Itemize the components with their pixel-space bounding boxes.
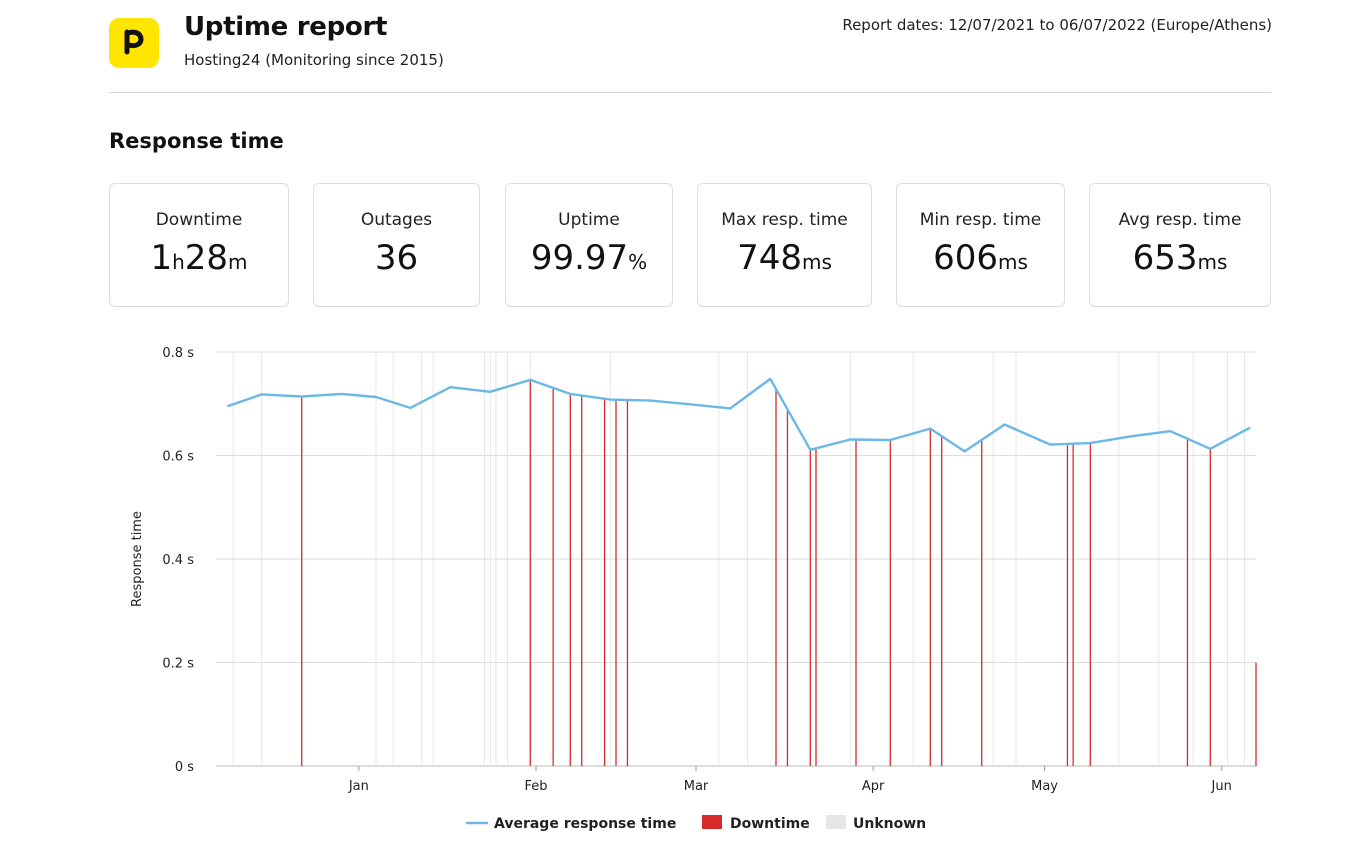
stat-number: 36 <box>374 238 419 278</box>
stat-card-uptime: Uptime 99.97% <box>505 183 673 307</box>
y-axis-label: Response time <box>130 511 145 607</box>
stat-label: Outages <box>360 210 433 230</box>
y-tick-label: 0 s <box>175 760 194 775</box>
stat-card-outages: Outages 36 <box>313 183 480 307</box>
x-tick-label: Feb <box>524 779 547 794</box>
stat-label: Max resp. time <box>721 210 848 230</box>
stat-value: 1h28m <box>110 238 288 282</box>
response-time-chart: 0 s 0.2 s 0.4 s 0.6 s 0.8 s Response time Jan F… <box>130 346 1257 832</box>
y-tick-label: 0.8 s <box>162 346 194 361</box>
stat-label: Uptime <box>558 210 620 230</box>
y-tick-label: 0.4 s <box>162 553 194 568</box>
stat-number: 99.97 <box>530 238 629 278</box>
stat-unit: ms <box>802 250 832 274</box>
stat-number: 28 <box>184 238 229 278</box>
stat-value: 606ms <box>897 238 1064 282</box>
stat-card-avg-resp: Avg resp. time 653ms <box>1089 183 1271 307</box>
stat-number: 748 <box>737 238 802 278</box>
stat-number: 653 <box>1132 238 1198 278</box>
stat-value: 748ms <box>698 238 871 282</box>
stat-unit: m <box>228 250 248 274</box>
page-subtitle: Hosting24 (Monitoring since 2015) <box>184 51 444 69</box>
stat-card-max-resp: Max resp. time 748ms <box>697 183 872 307</box>
stat-unit: ms <box>998 250 1028 274</box>
stat-unit: % <box>628 250 648 274</box>
x-tick-label: Mar <box>684 779 709 794</box>
report-dates: Report dates: 12/07/2021 to 06/07/2022 (… <box>842 16 1272 34</box>
section-title: Response time <box>109 129 284 153</box>
stat-unit: ms <box>1197 250 1228 274</box>
stat-unit: h <box>172 250 185 274</box>
x-tick-label: May <box>1031 779 1058 794</box>
legend-label: Downtime <box>730 816 810 832</box>
stat-value: 653ms <box>1090 238 1270 282</box>
stat-label: Downtime <box>155 210 243 230</box>
y-tick-label: 0.2 s <box>162 657 194 672</box>
x-tick-label: Jan <box>348 779 369 794</box>
stat-number: 1 <box>150 238 173 278</box>
stat-number: 606 <box>933 238 998 278</box>
pingdom-logo-icon <box>124 29 144 55</box>
legend-label: Unknown <box>853 816 926 832</box>
stat-label: Min resp. time <box>919 210 1042 230</box>
x-tick-label: Apr <box>862 779 885 794</box>
legend-label: Average response time <box>494 816 676 832</box>
page-title: Uptime report <box>184 12 388 42</box>
y-tick-label: 0.6 s <box>162 450 194 465</box>
stat-card-min-resp: Min resp. time 606ms <box>896 183 1065 307</box>
header-divider <box>109 92 1271 93</box>
stat-card-downtime: Downtime 1h28m <box>109 183 289 307</box>
stat-label: Avg resp. time <box>1118 210 1242 230</box>
stat-value: 99.97% <box>506 238 672 282</box>
x-tick-label: Jun <box>1211 779 1232 794</box>
app-logo <box>109 18 159 68</box>
legend-downtime-swatch <box>702 815 722 829</box>
stat-value: 36 <box>314 238 479 278</box>
avg-response-line <box>227 377 1251 453</box>
legend-unknown-swatch <box>826 815 846 829</box>
